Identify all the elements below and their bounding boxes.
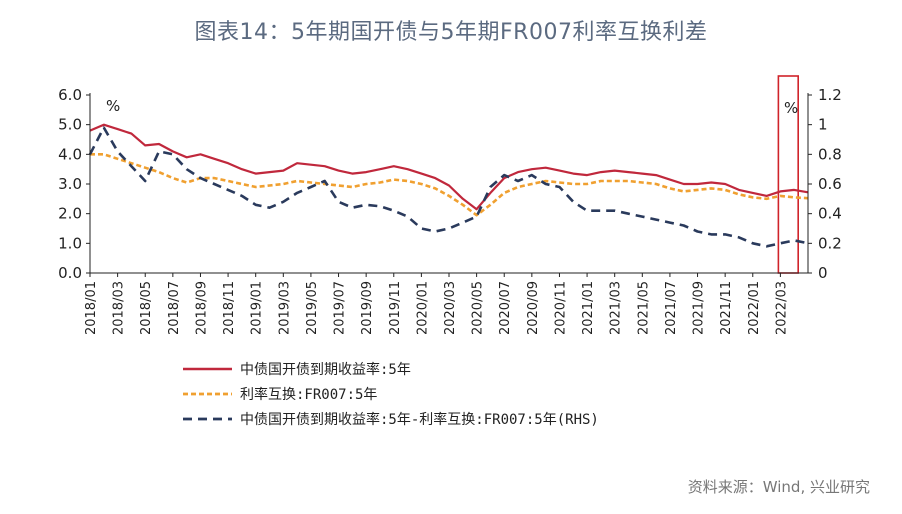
right-ytick-label: 0.2 — [818, 234, 842, 252]
legend: 中债国开债到期收益率:5年利率互换:FR007:5年中债国开债到期收益率:5年-… — [183, 361, 599, 428]
left-ytick-label: 6.0 — [58, 86, 82, 104]
xtick-label: 2018/09 — [194, 281, 209, 335]
right-ytick-label: 0.4 — [818, 205, 842, 223]
xtick-label: 2019/09 — [360, 281, 375, 335]
xtick-label: 2022/01 — [747, 281, 762, 335]
right-unit-label: % — [784, 99, 798, 117]
right-ytick-label: 0 — [818, 264, 828, 282]
left-ytick-label: 2.0 — [58, 205, 82, 223]
xtick-label: 2019/01 — [250, 281, 265, 335]
axes: % % 6.0 5.0 4.0 3.0 2.0 1.0 0.0 1.2 1 0.8 0.6 0.4 0.… — [58, 86, 842, 335]
xtick-label: 2020/03 — [443, 281, 458, 335]
xtick-label: 2018/05 — [139, 281, 154, 335]
xtick-label: 2018/03 — [112, 281, 127, 335]
xtick-label: 2019/05 — [305, 281, 320, 335]
legend-label-1: 中债国开债到期收益率:5年 — [240, 361, 411, 378]
xtick-label: 2022/03 — [774, 281, 789, 335]
chart-title: 图表14：5年期国开债与5年期FR007利率互换利差 — [194, 20, 708, 45]
xtick-label: 2018/11 — [222, 281, 237, 335]
left-ytick-label: 5.0 — [58, 116, 82, 134]
series-line-1 — [89, 123, 809, 211]
xtick-label: 2021/03 — [609, 281, 624, 335]
xtick-label: 2020/09 — [526, 281, 541, 335]
xtick-label: 2018/01 — [84, 281, 99, 335]
series-line-2 — [90, 153, 809, 217]
series-layer — [88, 75, 809, 274]
right-ytick-label: 0.8 — [818, 145, 842, 163]
right-ytick-label: 0.6 — [818, 175, 842, 193]
xtick-label: 2021/09 — [692, 281, 707, 335]
xtick-label: 2021/05 — [636, 281, 651, 335]
left-ytick-label: 4.0 — [58, 145, 82, 163]
xtick-label: 2019/03 — [277, 281, 292, 335]
left-ytick-label: 1.0 — [58, 234, 82, 252]
xtick-label: 2020/07 — [498, 281, 513, 335]
xtick-label: 2019/11 — [388, 281, 403, 335]
xtick-label: 2020/11 — [553, 281, 568, 335]
xtick-label: 2021/07 — [664, 281, 679, 335]
xtick-label: 2020/05 — [471, 281, 486, 335]
source-note: 资料来源：Wind, 兴业研究 — [687, 478, 870, 496]
xtick-label: 2020/01 — [415, 281, 430, 335]
left-ytick-label: 3.0 — [58, 175, 82, 193]
right-ytick-label: 1.2 — [818, 86, 842, 104]
xtick-label: 2021/01 — [581, 281, 596, 335]
xtick-label: 2018/07 — [167, 281, 182, 335]
xtick-label: 2021/11 — [719, 281, 734, 335]
legend-label-2: 利率互换:FR007:5年 — [240, 386, 377, 403]
legend-label-3: 中债国开债到期收益率:5年-利率互换:FR007:5年(RHS) — [240, 411, 599, 428]
left-ytick-label: 0.0 — [58, 264, 82, 282]
xtick-label: 2019/07 — [333, 281, 348, 335]
left-unit-label: % — [106, 97, 120, 115]
right-ytick-label: 1 — [818, 116, 828, 134]
